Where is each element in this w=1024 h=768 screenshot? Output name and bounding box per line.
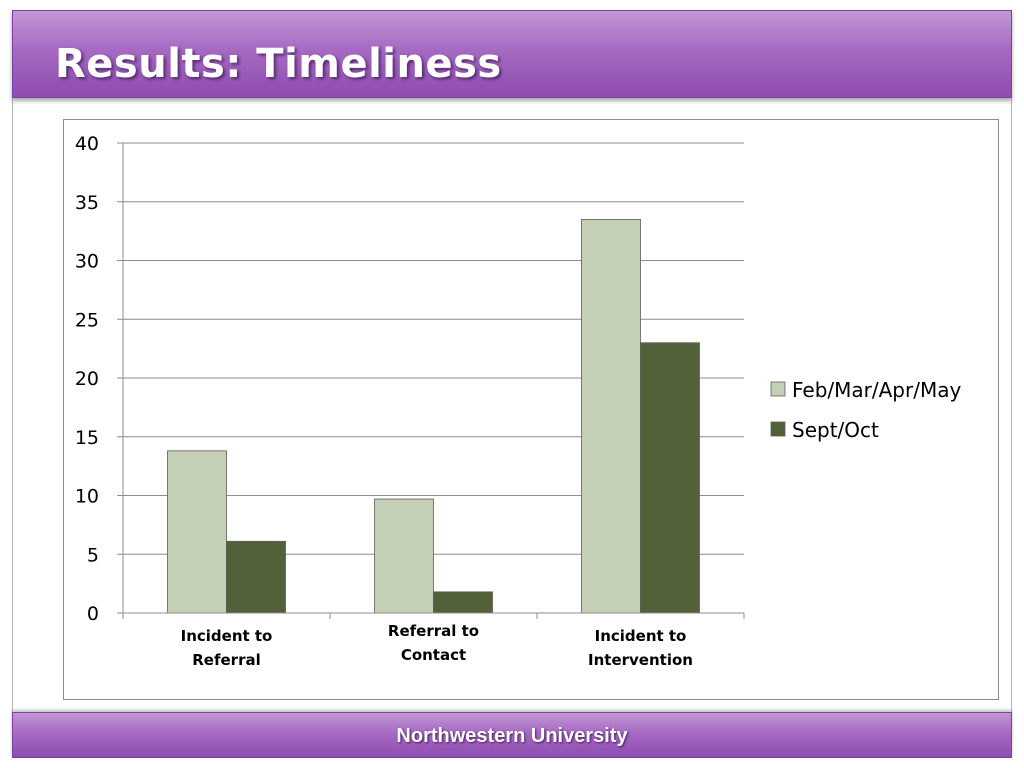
bar-sept-oct-1 — [226, 540, 286, 614]
bars — [167, 218, 700, 614]
bar-sept-oct-3 — [640, 342, 700, 614]
footer-banner: Northwestern University — [12, 712, 1012, 758]
slide-title: Results: Timeliness — [55, 41, 502, 87]
y-tick-label: 25 — [75, 309, 99, 331]
bar-sept-oct-2 — [433, 591, 493, 614]
y-tick-label: 20 — [75, 368, 99, 390]
legend-swatch — [770, 381, 786, 397]
y-tick-label: 35 — [75, 192, 99, 214]
legend-label: Feb/Mar/Apr/May — [792, 378, 961, 402]
y-tick-label: 40 — [75, 133, 99, 155]
y-tick-label: 10 — [75, 486, 99, 508]
y-tick-label: 30 — [75, 251, 99, 273]
x-category-label: Referral to — [388, 622, 479, 640]
x-category-label: Incident to — [595, 627, 687, 645]
x-category-label: Referral — [192, 651, 260, 669]
axes — [117, 142, 745, 619]
bar-feb-mar-apr-may-1 — [167, 450, 227, 614]
legend: Feb/Mar/Apr/May Sept/Oct — [770, 378, 961, 442]
x-category-label: Intervention — [588, 651, 693, 669]
bar-feb-mar-apr-may-2 — [374, 498, 434, 614]
x-category-label: Incident to — [181, 627, 273, 645]
bar-feb-mar-apr-may-3 — [581, 218, 641, 614]
legend-label: Sept/Oct — [792, 418, 879, 442]
title-banner: Results: Timeliness — [12, 10, 1012, 98]
y-tick-label: 15 — [75, 427, 99, 449]
x-category-label: Contact — [401, 646, 466, 664]
legend-swatch — [770, 421, 786, 437]
y-tick-label: 5 — [87, 544, 99, 566]
y-tick-label: 0 — [87, 603, 99, 625]
footer-text: Northwestern University — [396, 725, 628, 747]
